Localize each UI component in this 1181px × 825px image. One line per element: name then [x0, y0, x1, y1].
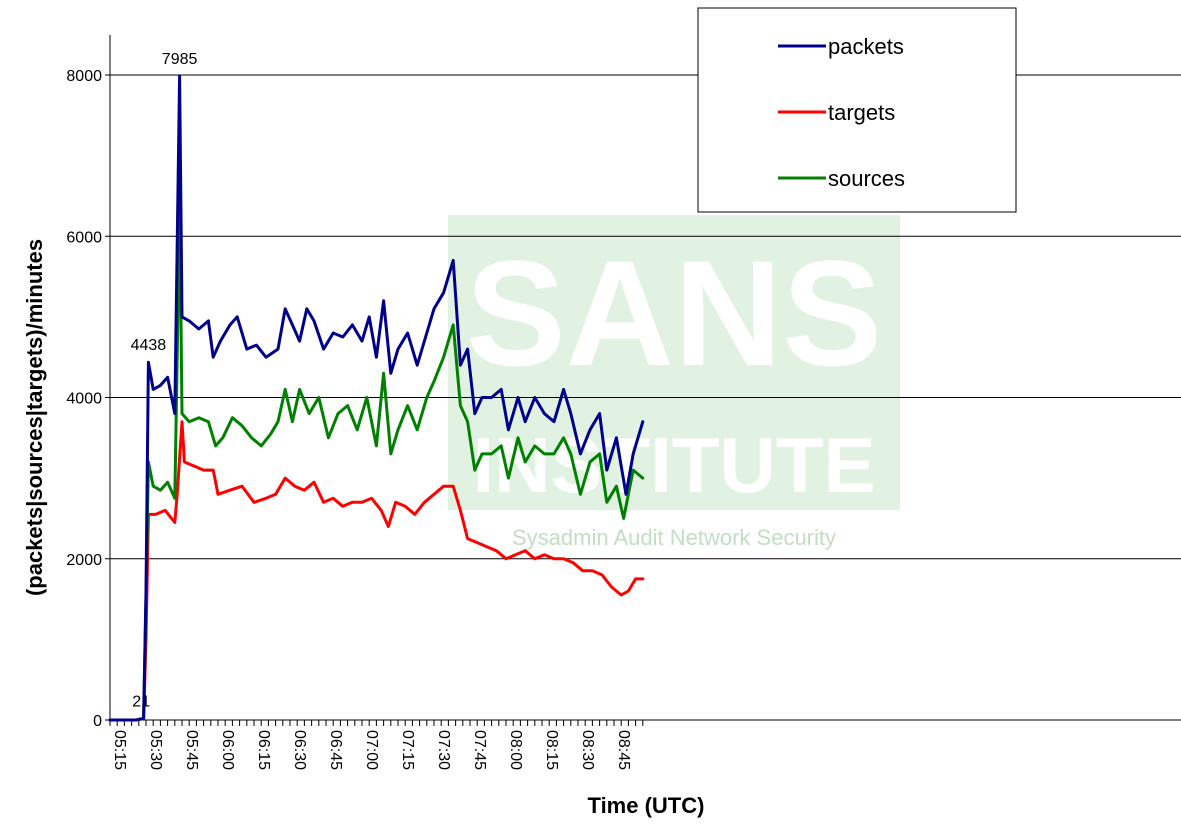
legend-box [697, 7, 1017, 213]
series-line-sources [108, 194, 645, 722]
legend: packets targets sources [697, 7, 1017, 213]
y-tick-label: 2000 [66, 552, 102, 569]
x-tick-label: 08:15 [543, 730, 560, 770]
axes [105, 35, 1181, 726]
watermark-tagline: Sysadmin Audit Network Security [512, 525, 836, 550]
y-tick-label: 6000 [66, 229, 102, 246]
legend-label-sources: sources [828, 166, 905, 191]
x-tick-label: 05:15 [111, 730, 128, 770]
x-tick-label: 08:00 [507, 730, 524, 770]
watermark-subtitle: INSTITUTE [473, 421, 876, 509]
y-axis-title: (packets|sources|targets)/minutes [22, 239, 47, 596]
x-tick-label: 07:15 [399, 730, 416, 770]
y-tick-label: 8000 [66, 68, 102, 85]
series-line-targets [108, 420, 645, 722]
series-lines [108, 74, 645, 722]
watermark-logo: SANS INSTITUTE Sysadmin Audit Network Se… [448, 215, 900, 550]
x-tick-label: 06:45 [327, 730, 344, 770]
x-tick-label: 07:45 [471, 730, 488, 770]
data-label: 4438 [131, 337, 167, 354]
legend-label-packets: packets [828, 34, 904, 59]
watermark-title: SANS [466, 229, 883, 397]
x-tick-label: 05:30 [147, 730, 164, 770]
x-tick-label: 06:15 [255, 730, 272, 770]
x-tick-label: 06:30 [291, 730, 308, 770]
series-line-packets [108, 74, 645, 722]
x-tick-label: 07:30 [435, 730, 452, 770]
x-axis-title: Time (UTC) [588, 793, 705, 818]
x-tick-labels: 05:15 05:30 05:45 06:00 06:15 06:30 06:45 07:00… [111, 730, 632, 770]
data-label: 21 [132, 693, 150, 710]
y-tick-label: 4000 [66, 391, 102, 408]
x-tick-label: 08:30 [579, 730, 596, 770]
x-tick-label: 05:45 [183, 730, 200, 770]
data-label: 7985 [162, 51, 198, 68]
x-tick-label: 06:00 [219, 730, 236, 770]
x-tick-label: 08:45 [615, 730, 632, 770]
legend-label-targets: targets [828, 100, 895, 125]
y-tick-labels: 0 2000 4000 6000 8000 [66, 68, 102, 730]
x-tick-label: 07:00 [363, 730, 380, 770]
y-tick-label: 0 [93, 713, 102, 730]
annotations: 21 4438 7985 [131, 51, 198, 710]
